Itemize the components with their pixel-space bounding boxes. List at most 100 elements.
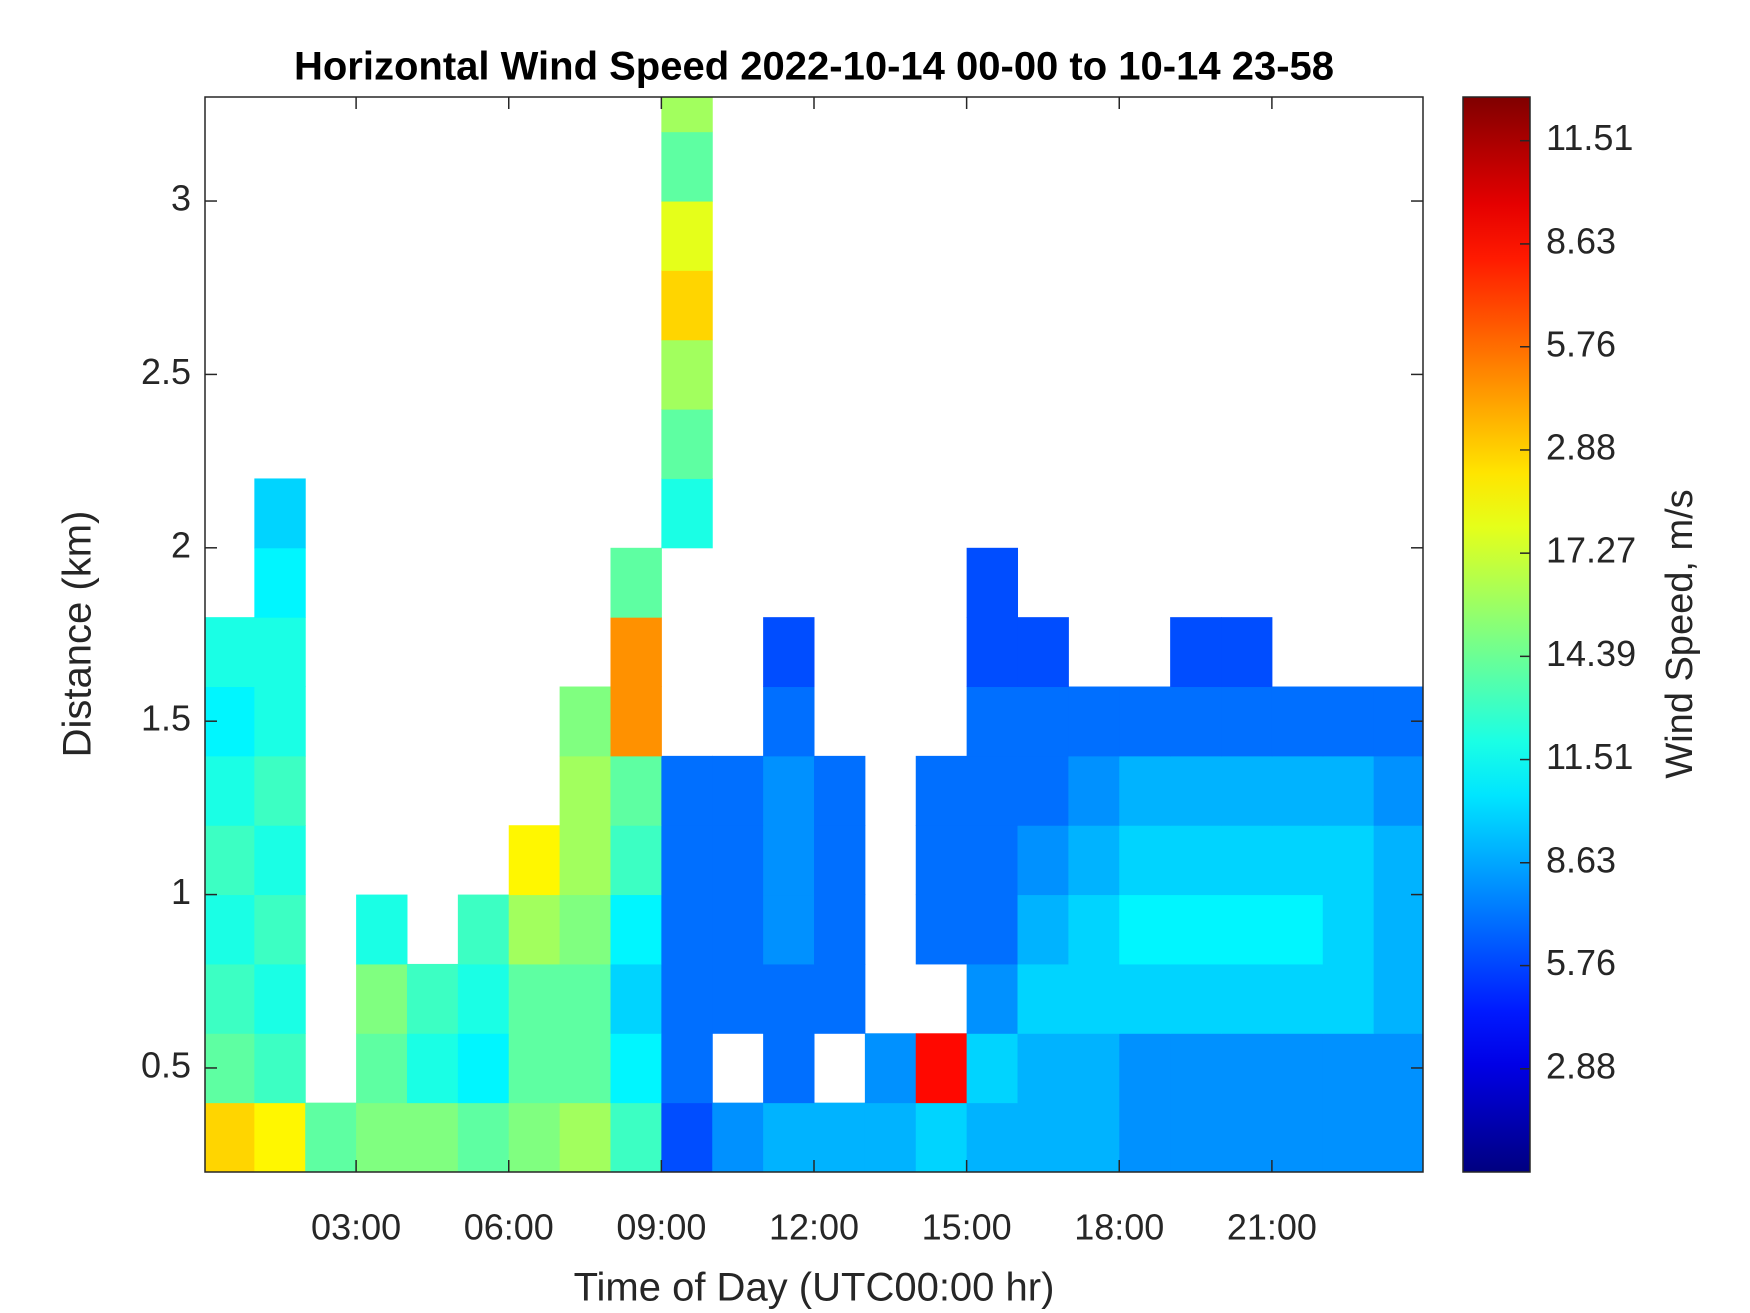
heatmap-cell xyxy=(966,963,1019,1034)
x-tick-label: 03:00 xyxy=(311,1207,401,1248)
x-tick-label: 21:00 xyxy=(1227,1207,1317,1248)
heatmap-cell xyxy=(1017,755,1069,826)
heatmap-cell xyxy=(254,617,306,688)
heatmap-cell xyxy=(1373,1102,1423,1172)
colorbar-tick-label: 2.88 xyxy=(1546,1045,1616,1086)
heatmap-cell xyxy=(763,617,815,688)
heatmap-cell xyxy=(559,686,611,757)
heatmap-cell xyxy=(661,339,713,410)
heatmap-cell xyxy=(254,825,306,896)
heatmap-cell xyxy=(1221,894,1273,965)
heatmap-cell xyxy=(559,963,611,1034)
heatmap-cell xyxy=(966,1033,1019,1104)
colorbar-tick-label: 11.51 xyxy=(1546,117,1633,158)
heatmap-cell xyxy=(966,547,1019,618)
heatmap-cell xyxy=(1017,1102,1069,1172)
heatmap-cell xyxy=(1221,1102,1273,1172)
heatmap-cell xyxy=(966,894,1019,965)
x-tick-label: 06:00 xyxy=(464,1207,554,1248)
heatmap-cell xyxy=(966,686,1019,757)
chart-title: Horizontal Wind Speed 2022-10-14 00-00 t… xyxy=(294,45,1334,89)
heatmap-cell xyxy=(205,825,255,896)
heatmap-cell xyxy=(457,894,510,965)
heatmap-cell xyxy=(1170,825,1222,896)
heatmap-cell xyxy=(610,894,662,965)
heatmap-cell xyxy=(814,963,866,1034)
heatmap-cell xyxy=(1373,825,1423,896)
x-tick-label: 18:00 xyxy=(1074,1207,1164,1248)
heatmap-cell xyxy=(661,755,713,826)
heatmap-cell xyxy=(205,894,255,965)
heatmap-cell xyxy=(1322,963,1375,1034)
heatmap-cell xyxy=(508,1102,561,1172)
heatmap-cell xyxy=(661,1102,713,1172)
y-axis-label: Distance (km) xyxy=(56,511,100,758)
colorbar-tick-label: 11.51 xyxy=(1546,736,1633,777)
heatmap-cell xyxy=(457,1102,510,1172)
heatmap-cell xyxy=(966,617,1019,688)
heatmap-cell xyxy=(305,1102,357,1172)
heatmap-cell xyxy=(712,1102,764,1172)
heatmap-cell xyxy=(508,963,561,1034)
heatmap-cell xyxy=(610,1033,662,1104)
heatmap-cell xyxy=(1170,1033,1222,1104)
heatmap-cell xyxy=(1221,963,1273,1034)
heatmap-cell xyxy=(1119,1102,1171,1172)
heatmap-cell xyxy=(254,478,306,549)
heatmap-cell xyxy=(763,1033,815,1104)
heatmap-cell xyxy=(559,825,611,896)
heatmap-cell xyxy=(763,686,815,757)
heatmap-cell xyxy=(1068,894,1120,965)
heatmap-cell xyxy=(1322,894,1375,965)
x-tick-label: 15:00 xyxy=(922,1207,1012,1248)
heatmap xyxy=(205,97,1423,1172)
heatmap-cell xyxy=(254,963,306,1034)
heatmap-cell xyxy=(712,755,764,826)
heatmap-cell xyxy=(1068,825,1120,896)
colorbar-tick-label: 8.63 xyxy=(1546,839,1616,880)
heatmap-cell xyxy=(205,755,255,826)
heatmap-cell xyxy=(712,894,764,965)
heatmap-cell xyxy=(1221,755,1273,826)
heatmap-cell xyxy=(508,894,561,965)
heatmap-cell xyxy=(1170,894,1222,965)
heatmap-cell xyxy=(1017,963,1069,1034)
heatmap-cell xyxy=(814,825,866,896)
heatmap-cell xyxy=(559,755,611,826)
heatmap-cell xyxy=(254,1102,306,1172)
heatmap-cell xyxy=(915,825,968,896)
heatmap-cell xyxy=(610,617,662,688)
heatmap-cell xyxy=(915,1102,968,1172)
heatmap-cell xyxy=(661,131,713,202)
heatmap-cell xyxy=(610,755,662,826)
heatmap-cell xyxy=(1322,686,1375,757)
heatmap-cell xyxy=(864,1102,917,1172)
x-tick-label: 09:00 xyxy=(616,1207,706,1248)
heatmap-cell xyxy=(1170,686,1222,757)
heatmap-cell xyxy=(1170,617,1222,688)
heatmap-cell xyxy=(457,963,510,1034)
colorbar-tick-label: 5.76 xyxy=(1546,942,1616,983)
heatmap-cell xyxy=(661,894,713,965)
heatmap-cell xyxy=(356,1033,408,1104)
heatmap-cell xyxy=(1119,963,1171,1034)
heatmap-cell xyxy=(559,1033,611,1104)
heatmap-cell xyxy=(661,963,713,1034)
y-tick-label: 0.5 xyxy=(141,1044,191,1085)
heatmap-cell xyxy=(1119,825,1171,896)
heatmap-cell xyxy=(1068,686,1120,757)
heatmap-cell xyxy=(661,97,713,133)
heatmap-cell xyxy=(610,686,662,757)
x-tick-label: 12:00 xyxy=(769,1207,859,1248)
heatmap-cell xyxy=(661,478,713,549)
colorbar-tick-label: 2.88 xyxy=(1546,426,1616,467)
heatmap-cell xyxy=(1119,1033,1171,1104)
heatmap-cell xyxy=(763,894,815,965)
heatmap-cell xyxy=(254,755,306,826)
heatmap-cell xyxy=(406,1033,459,1104)
heatmap-cell xyxy=(1017,825,1069,896)
heatmap-cell xyxy=(763,825,815,896)
heatmap-cell xyxy=(205,963,255,1034)
heatmap-cell xyxy=(966,755,1019,826)
